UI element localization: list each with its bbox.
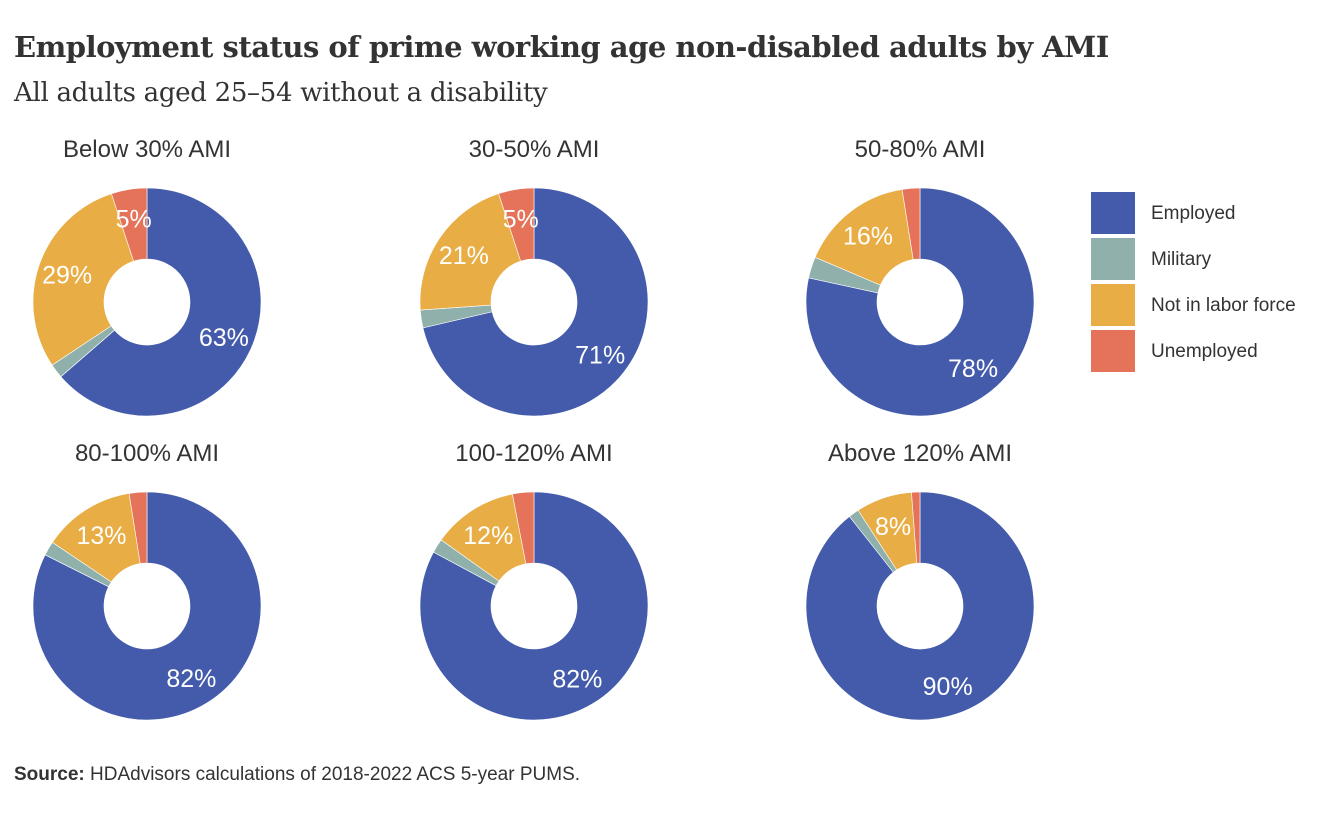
data-label: 13% [76,522,126,550]
slice-employed [805,187,1035,417]
data-label: 90% [923,673,973,701]
data-label: 78% [948,355,998,383]
donut-title: Above 120% AMI [828,440,1012,467]
data-label: 82% [552,665,602,693]
source-note: Source: HDAdvisors calculations of 2018-… [14,764,580,786]
legend-item-not-in-labor-force: Not in labor force [1091,284,1331,326]
data-label: 5% [116,206,152,234]
data-label: 29% [42,261,92,289]
donut-chart-1: Below 30% AMI 63% 29% 5% [32,136,262,417]
data-label: 16% [843,222,893,250]
legend-item-employed: Employed [1091,192,1331,234]
legend-swatch-unemployed [1091,330,1135,372]
slice-unemployed [901,187,921,260]
legend-swatch-not-in-labor-force [1091,284,1135,326]
slice-not-in-labor-force [814,189,914,286]
legend-swatch-employed [1091,192,1135,234]
slice-employed [60,187,262,417]
legend-label-unemployed: Unemployed [1151,341,1258,362]
legend-swatch-military [1091,238,1135,280]
donut-chart-6: Above 120% AMI 90% 8% [805,440,1035,721]
chart-title: Employment status of prime working age n… [14,30,1109,64]
data-label: 5% [503,206,539,234]
donut-chart-2: 30-50% AMI 71% 21% 5% [419,136,649,417]
data-label: 12% [463,522,513,550]
legend-label-employed: Employed [1151,203,1236,224]
legend-item-military: Military [1091,238,1331,280]
slice-employed [805,491,1035,721]
source-label: Source: [14,764,85,785]
slice-employed [419,491,649,721]
donut-title: Below 30% AMI [63,136,231,163]
slice-unemployed [111,187,148,262]
source-text: HDAdvisors calculations of 2018-2022 ACS… [84,764,581,785]
donut-title: 80-100% AMI [75,440,219,467]
slice-unemployed [911,491,921,564]
slice-unemployed [498,187,535,262]
slice-not-in-labor-force [419,193,522,311]
legend-item-unemployed: Unemployed [1091,330,1331,372]
legend-label-military: Military [1151,249,1212,270]
slice-employed [422,187,649,417]
slice-unemployed [512,491,535,565]
donut-chart-4: 80-100% AMI 82% 13% [32,440,262,721]
data-label: 63% [199,324,249,352]
legend-label-not-in-labor-force: Not in labor force [1151,295,1296,316]
chart-subtitle: All adults aged 25–54 without a disabili… [14,78,548,108]
donut-title: 30-50% AMI [469,136,600,163]
slice-employed [32,491,262,721]
donut-title: 100-120% AMI [455,440,612,467]
slice-unemployed [128,491,148,564]
data-label: 71% [575,342,625,370]
donut-chart-5: 100-120% AMI 82% 12% [419,440,649,721]
slice-not-in-labor-force [32,193,134,366]
data-label: 82% [166,665,216,693]
donut-chart-3: 50-80% AMI 78% 16% [805,136,1035,417]
donut-title: 50-80% AMI [855,136,986,163]
data-label: 21% [439,242,489,270]
data-label: 8% [875,513,911,541]
